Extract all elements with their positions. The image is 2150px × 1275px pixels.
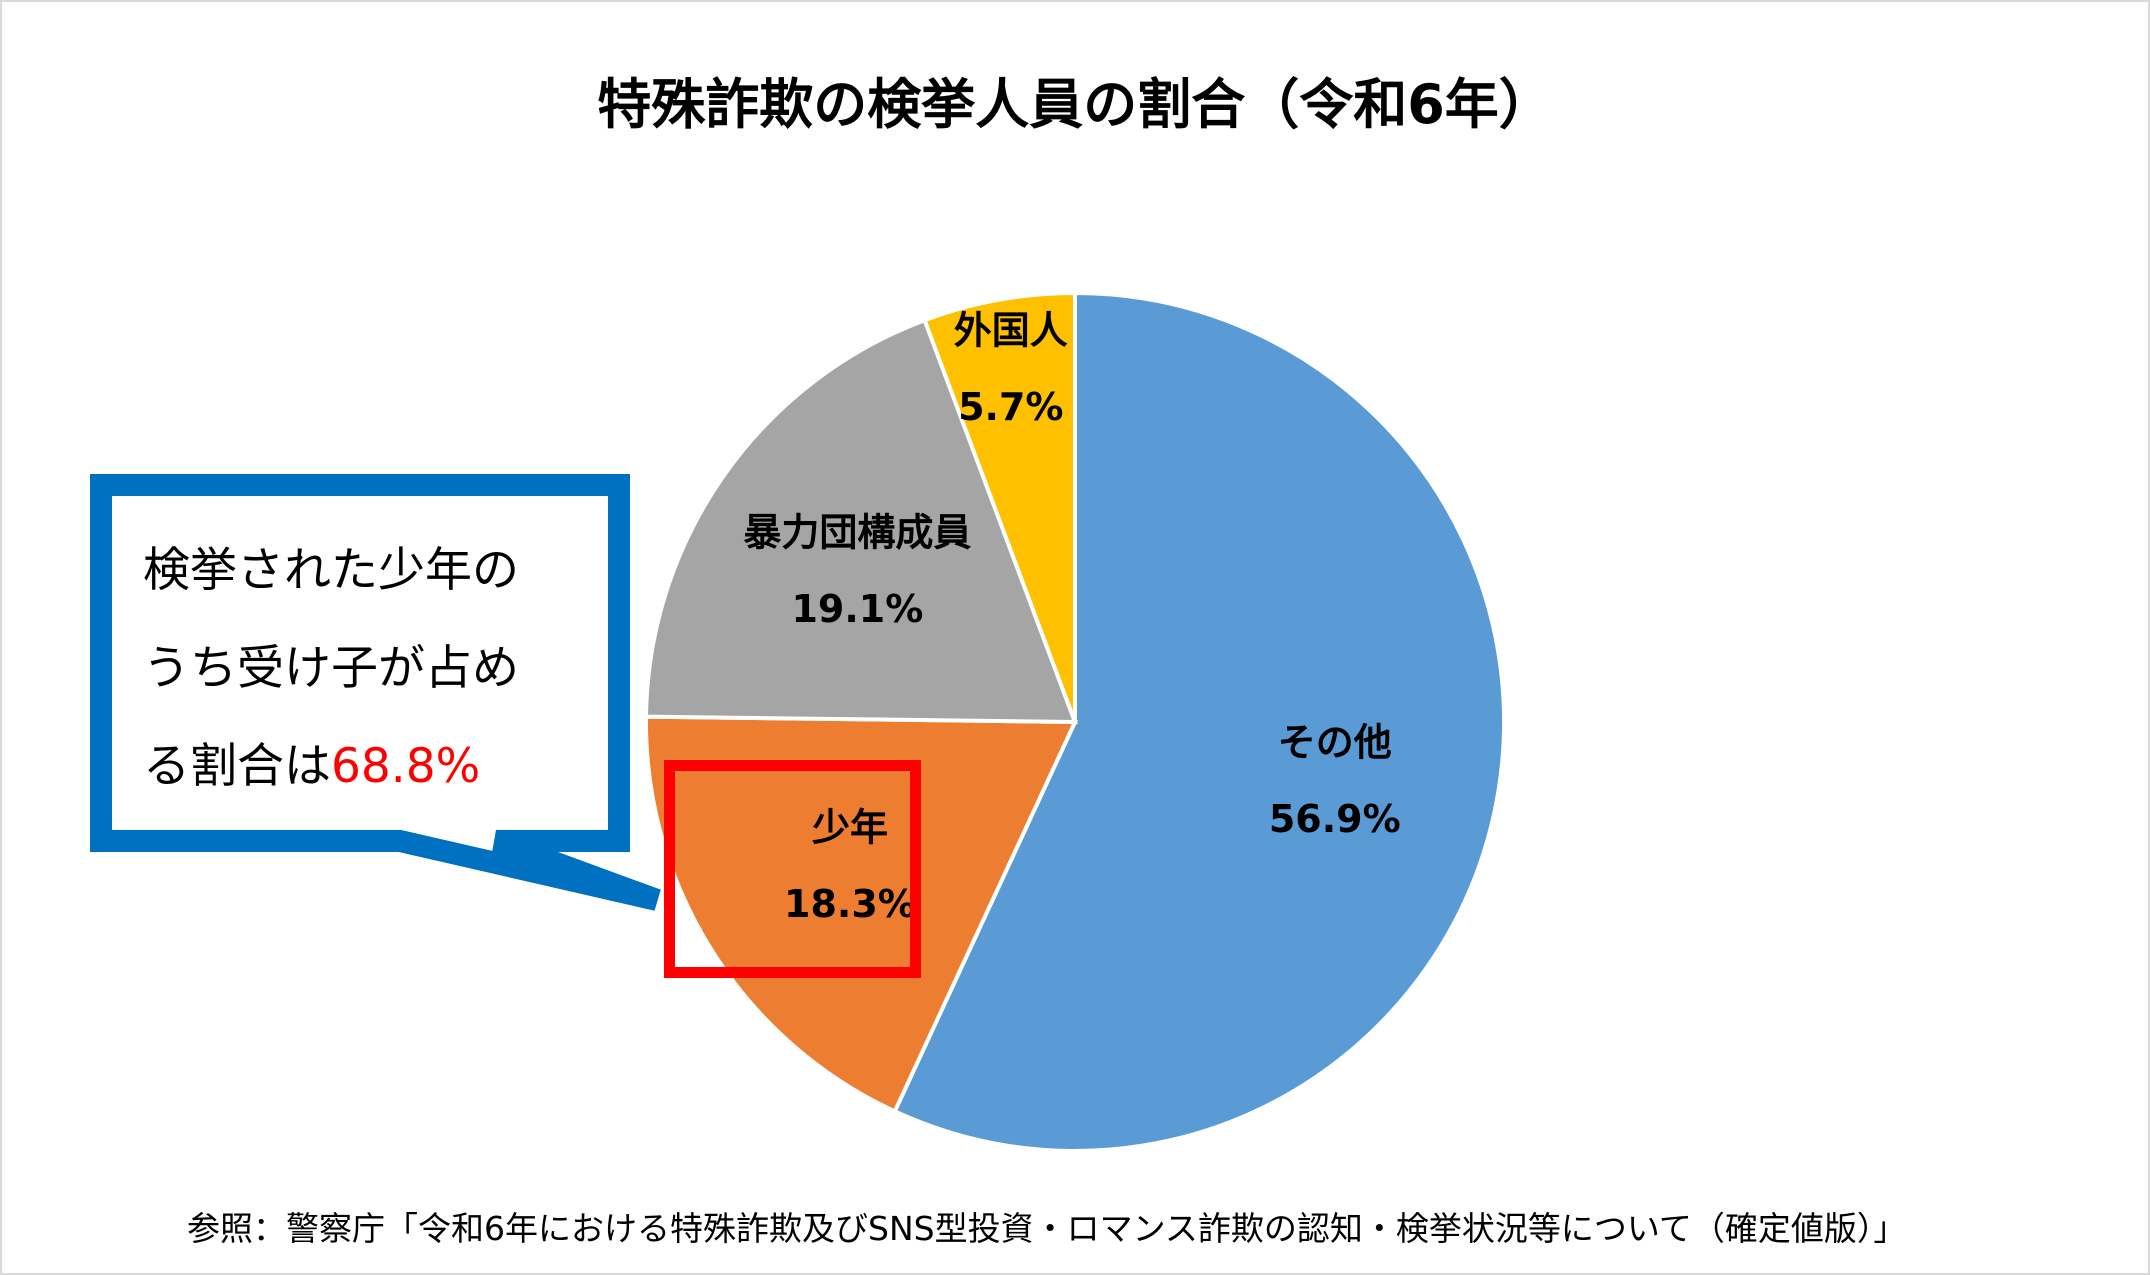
slice-label-0: その他 xyxy=(1277,720,1392,765)
slice-value-0: 56.9% xyxy=(1268,797,1401,842)
slice-label-1: 少年 xyxy=(811,805,888,850)
callout-line-2: うち受け子が占め xyxy=(143,641,519,696)
callout-line-3: る割合は68.8% xyxy=(143,718,519,816)
callout-bubble xyxy=(90,474,661,911)
callout-text: 検挙された少年の うち受け子が占め る割合は68.8% xyxy=(143,522,519,816)
slice-label-3: 外国人 xyxy=(953,308,1068,353)
slice-label-2: 暴力団構成員 xyxy=(743,510,972,555)
slice-value-2: 19.1% xyxy=(791,587,924,632)
pie-slice-3 xyxy=(922,290,1077,723)
chart-title: 特殊詐欺の検挙人員の割合（令和6年） xyxy=(597,73,1553,136)
pie-slice-0 xyxy=(892,290,1506,1153)
source-note: 参照：警察庁「令和6年における特殊詐欺及びSNS型投資・ロマンス詐欺の認知・検挙… xyxy=(187,1209,1907,1248)
callout-line-3-prefix: る割合は xyxy=(143,739,331,794)
pie-slice-1 xyxy=(644,714,1079,1114)
highlight-box xyxy=(664,760,921,978)
slice-value-1: 18.3% xyxy=(784,881,916,926)
slice-value-3: 5.7% xyxy=(958,385,1064,430)
callout-line-1: 検挙された少年の xyxy=(143,543,519,598)
pie-slice-2 xyxy=(644,317,1078,725)
callout-highlight-value: 68.8% xyxy=(331,739,481,794)
